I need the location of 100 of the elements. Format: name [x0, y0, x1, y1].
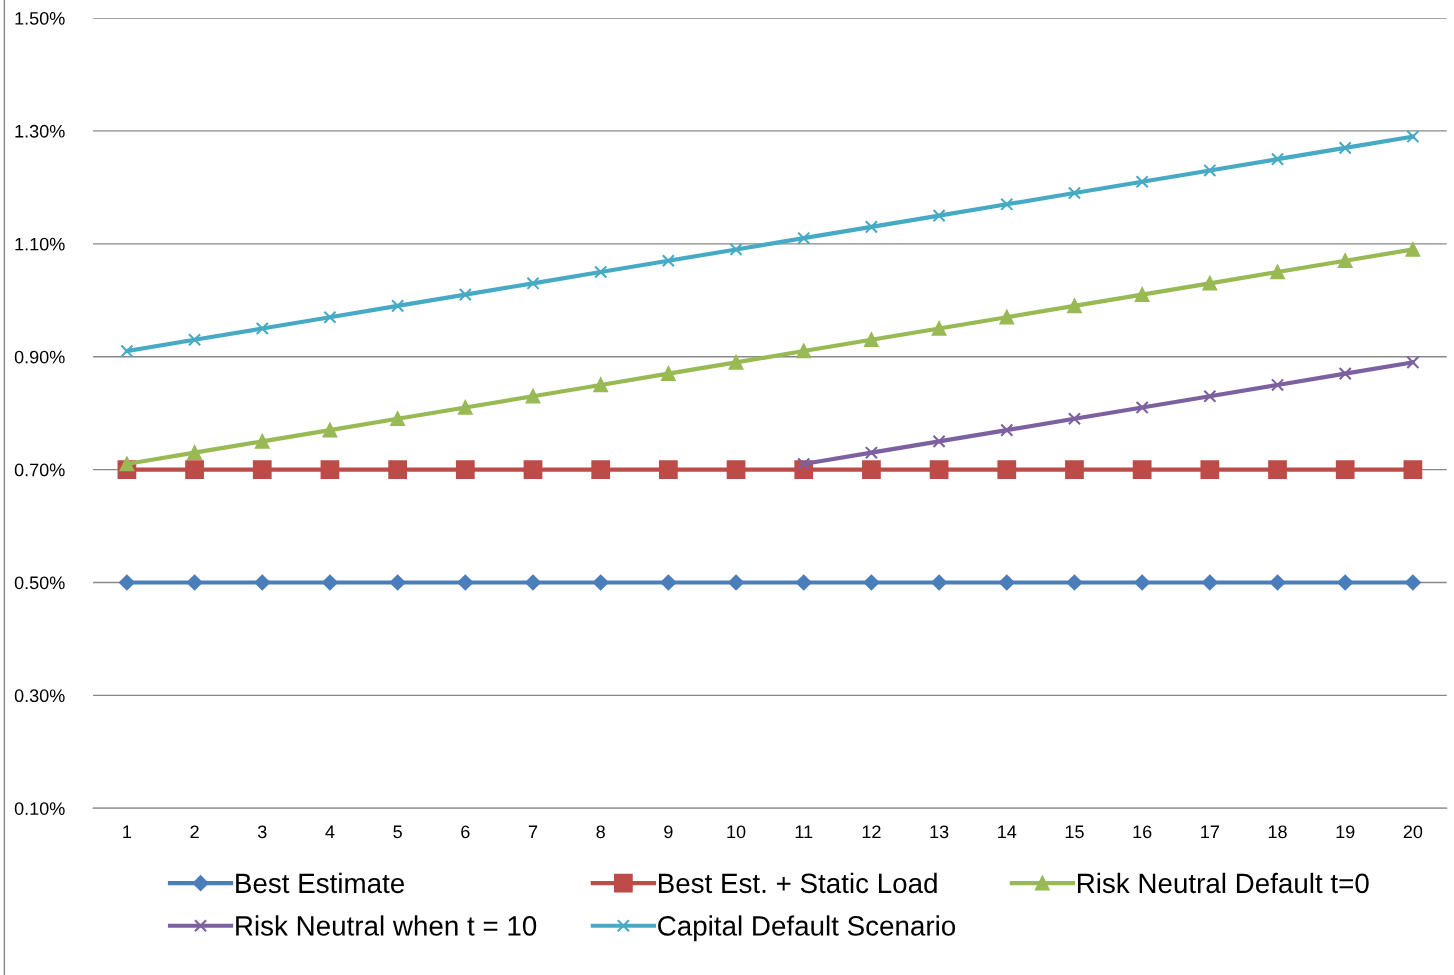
point — [796, 343, 812, 359]
legend-label: Risk Neutral when t = 10 — [236, 915, 537, 936]
point — [728, 574, 744, 591]
point — [931, 574, 948, 591]
point — [997, 460, 1017, 479]
point — [661, 254, 675, 268]
point — [660, 574, 677, 591]
y-tick-label: 1.30% — [15, 124, 65, 138]
point — [1067, 298, 1082, 314]
point — [526, 276, 540, 290]
x-tick-label: 2 — [190, 825, 199, 839]
point — [797, 231, 811, 245]
point — [322, 422, 338, 438]
point — [795, 574, 812, 591]
x-tick-label: 4 — [325, 825, 335, 839]
point — [1201, 574, 1218, 591]
point — [1270, 378, 1285, 392]
point — [254, 434, 270, 449]
point — [523, 460, 543, 479]
point — [1202, 276, 1218, 291]
y-tick-label: 1.10% — [15, 237, 65, 251]
point — [931, 321, 947, 336]
point — [592, 574, 609, 591]
point — [864, 332, 879, 348]
point — [863, 574, 880, 591]
legend-label: Risk Neutral Default t=0 — [1077, 872, 1369, 894]
point — [1270, 264, 1285, 280]
x-tick-label: 1 — [123, 825, 132, 839]
point — [661, 366, 676, 381]
point — [186, 574, 203, 591]
point — [187, 445, 202, 460]
x-tick-label: 11 — [795, 825, 813, 839]
x-tick-label: 16 — [1133, 825, 1152, 839]
point — [1066, 574, 1083, 591]
point — [118, 574, 135, 591]
point — [1134, 574, 1151, 591]
x-tick-label: 3 — [257, 825, 267, 839]
point — [1134, 287, 1150, 302]
y-tick-label: 0.10% — [14, 802, 65, 815]
point — [525, 574, 541, 591]
point — [1203, 389, 1217, 403]
legend-label: Best Estimate — [236, 872, 405, 894]
point — [1268, 460, 1287, 479]
point — [322, 574, 338, 591]
point — [593, 377, 608, 393]
point — [1200, 460, 1220, 479]
point — [728, 355, 744, 370]
point — [862, 460, 881, 479]
x-tick-label: 20 — [1403, 825, 1423, 839]
point — [726, 460, 746, 479]
y-tick-label: 1.50% — [15, 11, 65, 25]
point — [254, 574, 271, 591]
point — [1000, 197, 1014, 211]
point — [932, 209, 946, 223]
point — [320, 460, 340, 479]
point — [1335, 460, 1355, 479]
x-tick-label: 17 — [1201, 825, 1219, 839]
point — [1270, 152, 1285, 166]
point — [1405, 242, 1421, 257]
point — [932, 434, 946, 448]
point — [1338, 367, 1352, 381]
legend-label: Capital Default Scenario — [658, 915, 956, 942]
x-tick-label: 18 — [1268, 825, 1287, 839]
y-tick-label: 0.90% — [14, 350, 65, 364]
point — [391, 299, 405, 313]
point — [390, 411, 405, 427]
point — [389, 574, 406, 591]
x-tick-label: 7 — [528, 825, 538, 839]
point — [120, 344, 134, 358]
point — [323, 310, 337, 324]
x-tick-label: 13 — [930, 825, 949, 839]
point — [1135, 175, 1149, 189]
point — [1000, 423, 1014, 437]
point — [999, 309, 1015, 325]
point — [1269, 574, 1286, 591]
point — [458, 400, 473, 415]
point — [1135, 400, 1149, 415]
point — [455, 460, 475, 479]
x-tick-label: 19 — [1336, 825, 1355, 839]
x-tick-label: 15 — [1065, 825, 1084, 839]
point — [594, 265, 608, 279]
point — [1338, 141, 1352, 155]
point — [388, 460, 408, 479]
point — [525, 388, 541, 404]
point — [1067, 186, 1082, 200]
point — [187, 333, 202, 347]
x-tick-label: 9 — [664, 825, 673, 839]
point — [1403, 460, 1423, 479]
x-tick-label: 10 — [727, 825, 746, 839]
x-tick-label: 14 — [998, 825, 1017, 839]
point — [1067, 412, 1082, 426]
point — [1406, 129, 1420, 144]
x-tick-label: 6 — [461, 825, 470, 839]
point — [998, 574, 1015, 591]
point — [458, 288, 472, 302]
x-tick-label: 5 — [393, 825, 402, 839]
point — [864, 446, 879, 460]
point — [1404, 574, 1421, 591]
point — [1337, 574, 1354, 591]
x-tick-label: 8 — [596, 825, 605, 839]
